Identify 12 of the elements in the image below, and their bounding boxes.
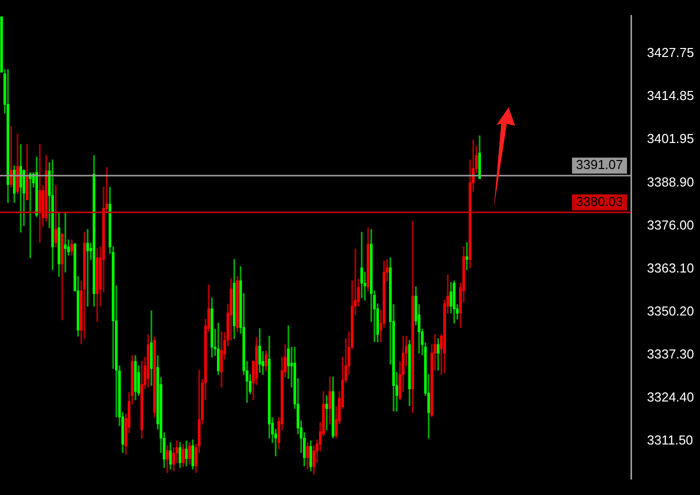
y-tick-label: 3350.20 (647, 303, 694, 318)
y-tick-label: 3388.90 (647, 174, 694, 190)
y-tick-label: 3376.00 (647, 217, 694, 232)
ref-line-label: 3380.03 (576, 194, 624, 209)
y-tick-label: 3324.40 (647, 389, 694, 404)
y-tick-label: 3414.85 (647, 88, 694, 103)
y-tick-label: 3337.30 (647, 346, 694, 362)
y-tick-label: 3401.95 (647, 130, 694, 146)
ref-line-label: 3391.07 (576, 157, 624, 172)
y-tick-label: 3311.50 (647, 432, 694, 448)
y-tick-label: 3363.10 (647, 260, 694, 276)
y-tick-label: 3427.75 (647, 44, 694, 60)
